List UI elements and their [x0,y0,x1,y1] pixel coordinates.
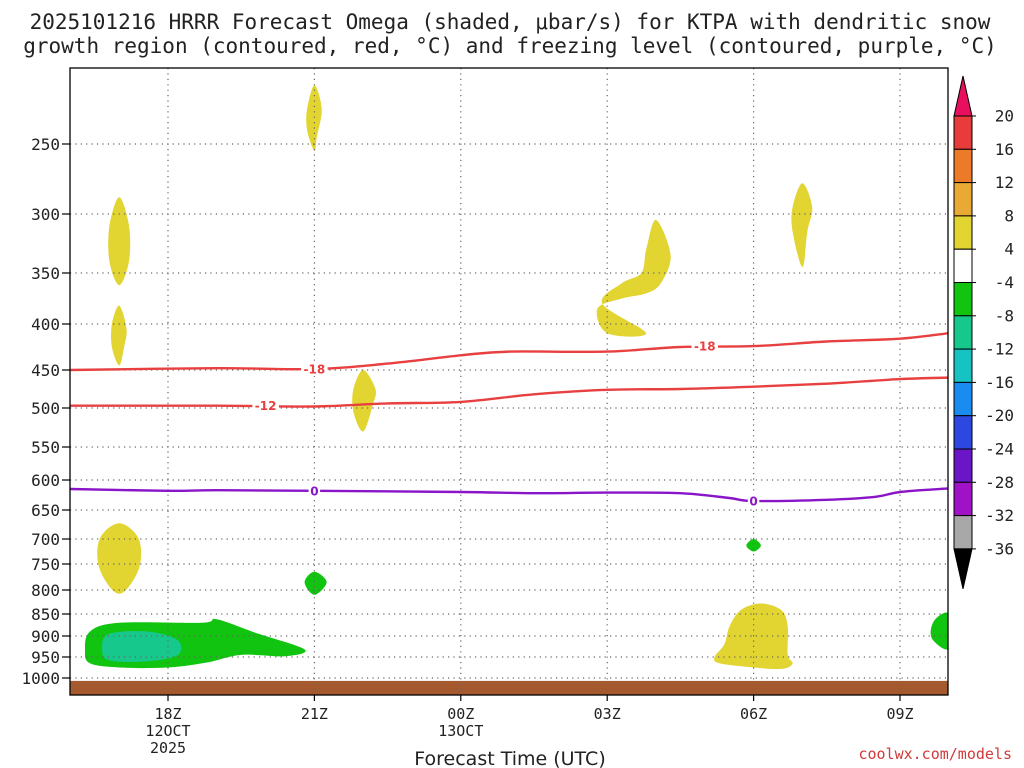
omega-minus4to8-d [930,612,948,650]
x-tick-label-03Z: 03Z [594,705,621,723]
y-tick-label-400: 400 [31,315,60,334]
colorbar-segment--28-to--32 [953,481,973,517]
dendritic-minus18-label-0: -18 [304,363,326,377]
colorbar-label-20: 20 [995,107,1014,126]
omega-4to8-b [111,305,127,366]
x-axis-label: Forecast Time (UTC) [414,748,605,768]
contour-layer: -18 -18 -12 0 0 [70,332,948,509]
ground-fill [70,680,948,695]
colorbar-segment--12-to--16 [953,348,973,383]
y-tick-label-900: 900 [31,627,60,646]
colorbar-label--28: -28 [985,473,1014,492]
y-tick-label-550: 550 [31,438,60,457]
x-tick-label-21Z: 21Z [301,705,328,723]
colorbar-segment-4-to--4 [953,248,973,283]
colorbar-segment--20-to--24 [953,415,973,450]
colorbar-segment-8-to-4 [953,215,973,250]
omega-shading-layer [84,85,948,670]
chart-title-line1: 2025101216 HRRR Forecast Omega (shaded, … [30,10,991,34]
ground-layer [70,680,948,695]
omega-4to8-a [108,197,131,286]
omega-minus8to12-a [102,631,182,662]
colorbar-label-8: 8 [1004,206,1014,225]
freezing-level-0-label-0: 0 [310,484,318,498]
colorbar-label--20: -20 [985,406,1014,425]
colorbar-segment--16-to--20 [953,381,973,417]
omega-4to8-d [352,370,376,432]
y-tick-label-700: 700 [31,530,60,549]
colorbar-label--4: -4 [995,273,1014,292]
x-tick-label-00Z: 00Z [447,705,474,723]
y-tick-label-500: 500 [31,399,60,418]
colorbar-segment--8-to--12 [953,315,973,350]
y-tick-label-800: 800 [31,581,60,600]
colorbar-label--8: -8 [995,306,1014,325]
dendritic-minus18-label-bg-0 [301,362,328,377]
x-tick-label-12OCT: 12OCT [145,722,190,740]
y-tick-label-750: 750 [31,555,60,574]
x-tick-label-09Z: 09Z [886,705,913,723]
y-tick-label-1000: 1000 [21,669,60,688]
colorbar-segment--32-to--36 [953,515,973,550]
y-tick-label-250: 250 [31,135,60,154]
y-tick-label-300: 300 [31,205,60,224]
freezing-level-0-line [70,487,948,503]
y-axis-ticks: 250 300 350 400 450 500 550 600 650 700 750 800 850 9… [21,135,70,688]
colorbar: 20 16 12 8 4 -4 -8 -12 -16 -20 -24 -28 -32 -36 [953,75,1014,590]
colorbar-label-16: 16 [995,140,1014,159]
gridlines [70,68,948,695]
omega-minus4to8-b [304,571,327,595]
omega-minus4to8-c [746,539,761,552]
colorbar-label-12: 12 [995,173,1014,192]
dendritic-minus12-label-bg-0 [252,398,279,413]
y-tick-label-650: 650 [31,501,60,520]
colorbar-segment--24-to--28 [953,448,973,483]
y-tick-label-350: 350 [31,264,60,283]
y-tick-label-600: 600 [31,471,60,490]
colorbar-segment-16-to-12 [953,148,973,184]
colorbar-label--36: -36 [985,539,1014,558]
x-tick-label-06Z: 06Z [740,705,767,723]
colorbar-label--24: -24 [985,440,1014,459]
colorbar-bottom-triangle [953,548,973,590]
freezing-level-0-label-1: 0 [749,495,757,509]
plot-area [70,68,948,695]
colorbar-segment--4-to--8 [953,282,973,317]
colorbar-label-4: 4 [1004,240,1014,259]
omega-4to8-c [306,85,322,152]
freezing-level-0-label-bg-0 [308,483,321,498]
dendritic-minus18-label-1: -18 [694,340,716,354]
colorbar-segment-12-to-8 [953,182,973,217]
omega-4to8-h [713,603,793,670]
x-tick-label-2025: 2025 [150,739,186,757]
colorbar-segment-20-to-16 [953,115,973,150]
dendritic-minus18-label-bg-1 [691,339,718,354]
omega-4to8-e [596,219,671,337]
y-tick-label-850: 850 [31,605,60,624]
chart-title-line2: growth region (contoured, red, °C) and f… [23,34,997,58]
plot-frame [69,67,949,696]
omega-4to8-g [97,523,142,594]
colorbar-label--16: -16 [985,373,1014,392]
dendritic-minus12-label-0: -12 [255,399,277,413]
freezing-level-0-label-bg-1 [747,494,760,508]
y-tick-label-450: 450 [31,361,60,380]
y-tick-label-950: 950 [31,648,60,667]
colorbar-top-triangle [953,75,973,117]
colorbar-label--12: -12 [985,340,1014,359]
colorbar-label--32: -32 [985,506,1014,525]
omega-4to8-f [791,183,813,268]
x-tick-label-18Z: 18Z [154,705,181,723]
x-tick-label-13OCT: 13OCT [438,722,483,740]
dendritic-minus18-line [70,332,948,372]
credit-text: coolwx.com/models [858,745,1012,763]
